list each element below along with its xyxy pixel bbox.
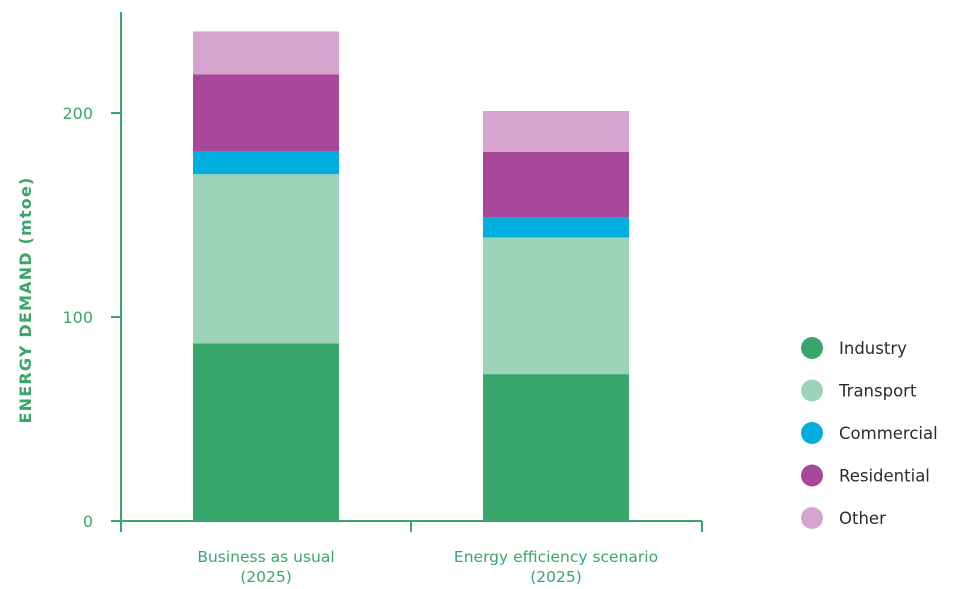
bar-other-2	[483, 110, 629, 152]
legend-label-industry: Industry	[839, 339, 907, 358]
bar-other-1	[193, 31, 339, 75]
x-category-label-line: (2025)	[240, 568, 292, 586]
legend-label-commercial: Commercial	[839, 424, 938, 443]
bar-commercial-1	[193, 151, 339, 175]
bar-industry-2	[483, 374, 629, 521]
bar-transport-2	[483, 237, 629, 375]
x-category-label-line: (2025)	[530, 568, 582, 586]
legend: Industry Transport Commercial Residential Ot…	[801, 337, 938, 529]
legend-swatch-commercial	[801, 422, 823, 444]
x-category-label-line: Energy efficiency scenario	[454, 548, 658, 566]
y-tick-label: 200	[62, 104, 93, 123]
bar-industry-1	[193, 343, 339, 521]
y-tick-label: 100	[62, 308, 93, 327]
bar-residential-2	[483, 151, 629, 218]
x-category-label: Business as usual (2025)	[197, 548, 334, 586]
bar-transport-1	[193, 174, 339, 344]
x-category-label-line: Business as usual	[197, 548, 334, 566]
bars-group	[193, 31, 629, 521]
legend-label-other: Other	[839, 509, 886, 528]
legend-swatch-other	[801, 507, 823, 529]
legend-swatch-transport	[801, 379, 823, 402]
bar-residential-1	[193, 74, 339, 152]
y-ticks-group: 0 100 200	[62, 104, 121, 531]
x-category-label: Energy efficiency scenario (2025)	[454, 548, 658, 586]
x-ticks-group: Business as usual (2025)Energy efficiency…	[120, 521, 703, 586]
legend-swatch-residential	[801, 464, 823, 487]
legend-label-residential: Residential	[839, 467, 930, 486]
y-axis-label: ENERGY DEMAND (mtoe)	[16, 176, 35, 423]
legend-label-transport: Transport	[838, 382, 917, 401]
legend-swatch-industry	[801, 337, 823, 359]
bar-commercial-2	[483, 217, 629, 238]
y-tick-label: 0	[83, 512, 93, 531]
